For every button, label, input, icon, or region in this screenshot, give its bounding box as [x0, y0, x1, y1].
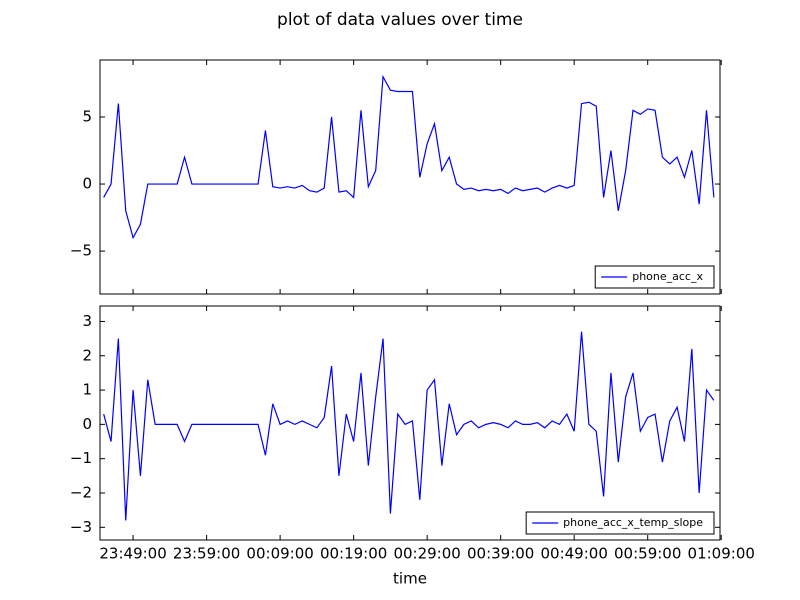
x-tick-label: 00:59:00 [614, 545, 681, 563]
y-tick-label: 3 [82, 312, 92, 330]
plot-area [99, 59, 721, 295]
y-tick-label: −1 [70, 449, 92, 467]
legend-box [594, 265, 715, 289]
y-tick-label: 1 [82, 381, 92, 399]
chart-title: plot of data values over time [277, 10, 523, 30]
y-tick-label: −2 [70, 483, 92, 501]
legend-box [525, 511, 715, 535]
y-tick-label: −5 [70, 242, 92, 260]
y-tick-label: 0 [82, 415, 92, 433]
x-tick-label: 00:39:00 [467, 545, 534, 563]
x-tick-label: 00:29:00 [393, 545, 460, 563]
x-axis-label: time [393, 570, 427, 588]
x-tick-label: 01:09:00 [688, 545, 755, 563]
data-line [103, 331, 715, 521]
legend-text: phone_acc_x_temp_slope [563, 516, 703, 529]
legend-text: phone_acc_x [632, 270, 703, 283]
legend: phone_acc_x_temp_slope [525, 511, 715, 535]
x-tick-label: 00:19:00 [320, 545, 387, 563]
y-tick-label: 0 [82, 175, 92, 193]
data-line [103, 74, 715, 240]
y-tick-label: −3 [70, 518, 92, 536]
x-tick-label: 23:49:00 [99, 545, 166, 563]
plot-area [99, 305, 721, 541]
y-tick-label: 2 [82, 346, 92, 364]
x-tick-label: 00:49:00 [541, 545, 608, 563]
x-tick-label: 23:59:00 [173, 545, 240, 563]
x-tick-label: 00:09:00 [246, 545, 313, 563]
y-tick-label: 5 [82, 107, 92, 125]
legend: phone_acc_x [594, 265, 715, 289]
